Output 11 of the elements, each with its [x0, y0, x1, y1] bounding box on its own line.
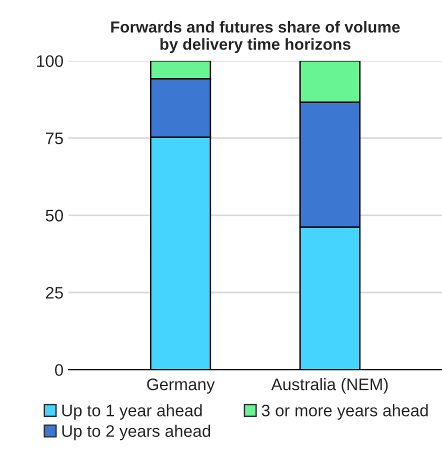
legend-label: 3 or more years ahead: [262, 404, 428, 420]
x-tick-label: Germany: [147, 378, 215, 394]
x-tick-label: Australia (NEM): [271, 378, 388, 394]
legend-label: Up to 1 year ahead: [62, 404, 202, 420]
y-tick-label: 25: [46, 286, 63, 299]
y-tick-label: 75: [46, 132, 63, 144]
legend-label: Up to 2 years ahead: [62, 424, 210, 440]
y-tick-label: 50: [46, 210, 63, 222]
chart-title: Forwards and futures share of volume by delivery time horizons: [111, 20, 400, 54]
y-tick-label: 100: [37, 55, 63, 68]
y-tick-label: 0: [55, 364, 63, 376]
